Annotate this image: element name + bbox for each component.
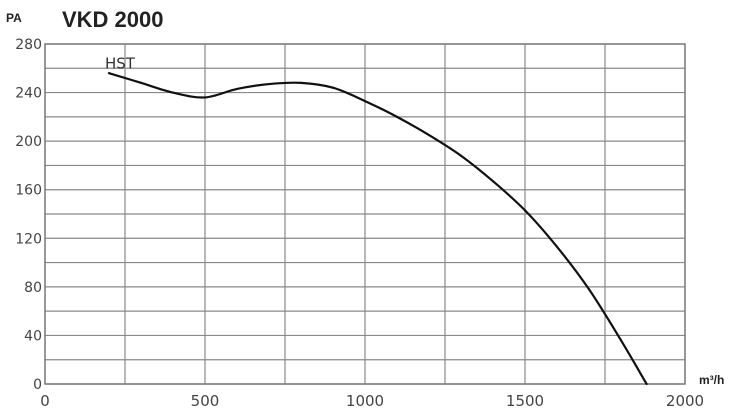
series-point — [299, 81, 303, 84]
series-point — [363, 99, 367, 103]
series-label: HST — [105, 55, 136, 73]
series-point — [587, 288, 591, 291]
series-layer: HST — [105, 55, 648, 386]
series-line-hst — [108, 72, 648, 385]
x-tick-label: 2000 — [666, 392, 704, 410]
series-point — [491, 180, 495, 183]
chart-title: VKD 2000 — [62, 7, 164, 32]
y-tick-label: 0 — [33, 377, 42, 393]
x-unit-label: m³/h — [699, 373, 724, 387]
y-tick-label: 280 — [15, 37, 42, 53]
series-point — [619, 339, 623, 342]
x-tick-labels: 0 500 1000 1500 2000 — [40, 392, 704, 410]
series-point — [267, 82, 271, 86]
series-point — [555, 245, 559, 248]
y-tick-labels: 280 240 200 160 120 80 40 0 — [15, 37, 42, 393]
series-point — [395, 115, 399, 118]
y-unit-label: PA — [6, 11, 22, 25]
y-tick-label: 160 — [15, 183, 42, 199]
series-point — [171, 91, 175, 94]
plot-border — [44, 43, 686, 385]
y-tick-label: 240 — [15, 86, 42, 102]
y-tick-label: 200 — [15, 134, 42, 150]
series-point — [427, 133, 431, 137]
x-tick-label: 1500 — [506, 392, 544, 410]
x-tick-label: 0 — [40, 392, 50, 410]
series-point — [523, 209, 527, 212]
x-tick-label: 500 — [191, 392, 220, 410]
series-point — [645, 382, 648, 386]
series-point — [331, 86, 335, 89]
series-point — [107, 72, 111, 75]
series-point — [459, 154, 463, 157]
series-point — [235, 87, 239, 91]
plot-frame — [44, 43, 686, 385]
x-tick-label: 1000 — [346, 392, 384, 410]
y-tick-label: 120 — [15, 231, 42, 247]
series-point — [139, 81, 143, 84]
y-tick-label: 80 — [24, 280, 42, 296]
grid-layer — [44, 43, 686, 385]
series-point — [203, 96, 207, 99]
y-tick-label: 40 — [24, 328, 42, 344]
